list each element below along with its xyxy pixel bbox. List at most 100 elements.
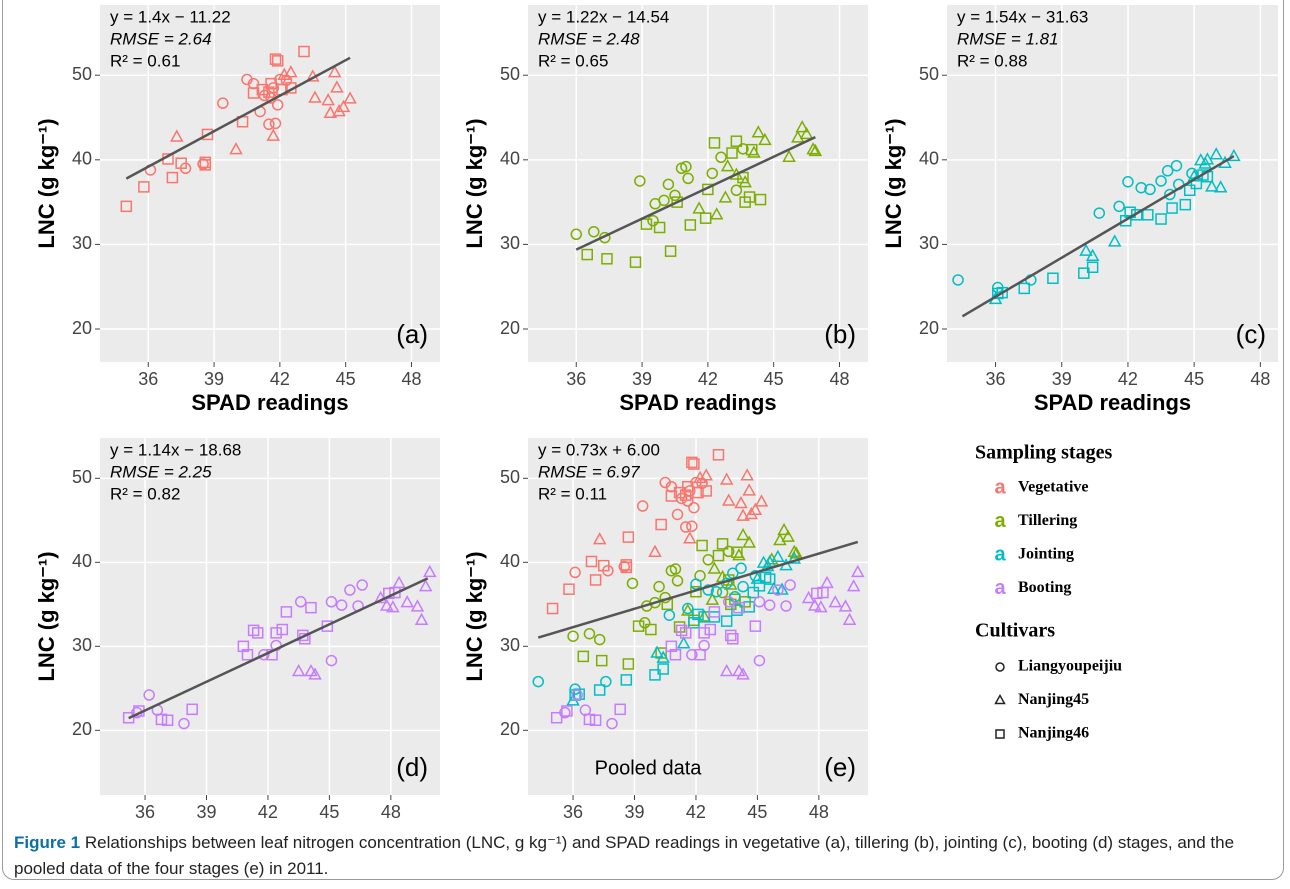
point bbox=[736, 508, 750, 521]
point bbox=[716, 586, 729, 599]
point bbox=[725, 629, 737, 642]
point bbox=[850, 564, 865, 578]
point bbox=[247, 87, 260, 99]
y-tick-label: 50 bbox=[919, 64, 939, 84]
point bbox=[656, 650, 670, 663]
point bbox=[744, 506, 759, 520]
point bbox=[718, 190, 733, 203]
caption: Figure 1 Relationships between leaf nitr… bbox=[14, 830, 1276, 882]
y-axis-title: LNC (g kg⁻¹) bbox=[462, 118, 487, 248]
point bbox=[271, 99, 284, 111]
point bbox=[688, 458, 700, 470]
annotation: y = 1.54x − 31.63 bbox=[957, 7, 1088, 26]
y-tick-label: 40 bbox=[919, 149, 939, 169]
point bbox=[266, 128, 281, 141]
point bbox=[676, 636, 691, 649]
point bbox=[708, 137, 721, 149]
point bbox=[600, 675, 612, 688]
point bbox=[721, 493, 736, 506]
point bbox=[753, 596, 766, 608]
annotation: y = 1.4x − 11.22 bbox=[110, 7, 231, 26]
point bbox=[410, 599, 425, 612]
x-tick-label: 48 bbox=[401, 369, 421, 389]
point bbox=[1205, 179, 1219, 192]
point bbox=[780, 600, 792, 612]
point bbox=[715, 151, 727, 164]
point bbox=[808, 143, 823, 157]
point bbox=[1213, 180, 1228, 193]
point bbox=[771, 549, 785, 563]
point bbox=[175, 157, 187, 169]
point bbox=[686, 648, 698, 661]
point bbox=[1078, 267, 1090, 279]
x-tick-label: 45 bbox=[319, 802, 339, 822]
point bbox=[753, 580, 766, 592]
y-tick-label: 40 bbox=[72, 149, 92, 169]
point bbox=[653, 221, 666, 234]
point bbox=[550, 711, 563, 724]
point bbox=[679, 521, 692, 533]
point bbox=[622, 531, 635, 543]
y-tick-label: 30 bbox=[72, 635, 92, 655]
x-tick-label: 42 bbox=[686, 802, 706, 822]
point bbox=[1142, 209, 1154, 221]
point bbox=[344, 584, 356, 596]
annotation: R² = 0.88 bbox=[957, 51, 1027, 70]
point bbox=[688, 501, 700, 514]
point bbox=[679, 627, 692, 639]
point bbox=[737, 580, 749, 593]
legend-key: a bbox=[994, 543, 1006, 565]
point bbox=[699, 212, 712, 224]
point bbox=[305, 601, 317, 614]
legend-label: Booting bbox=[1018, 579, 1071, 596]
point bbox=[626, 577, 639, 590]
point bbox=[589, 574, 602, 586]
plot-background bbox=[528, 5, 868, 362]
point bbox=[692, 608, 704, 621]
point bbox=[719, 663, 734, 677]
point bbox=[838, 599, 853, 612]
x-tick-label: 39 bbox=[632, 369, 652, 389]
point bbox=[178, 717, 190, 730]
point bbox=[671, 196, 683, 208]
point bbox=[186, 703, 198, 716]
point bbox=[636, 500, 649, 512]
y-axis-title: LNC (g kg⁻¹) bbox=[34, 551, 59, 681]
point bbox=[712, 549, 725, 562]
point bbox=[817, 586, 829, 599]
fit-line bbox=[128, 577, 429, 720]
point bbox=[705, 592, 720, 605]
point bbox=[754, 193, 767, 206]
x-tick-label: 48 bbox=[381, 802, 401, 822]
y-tick-label: 20 bbox=[919, 318, 939, 338]
point bbox=[593, 684, 606, 696]
point bbox=[563, 583, 575, 595]
x-tick-label: 36 bbox=[563, 802, 583, 822]
point bbox=[747, 586, 760, 599]
x-axis-title: SPAD readings bbox=[619, 390, 776, 415]
point bbox=[657, 663, 669, 675]
point bbox=[332, 104, 346, 117]
point bbox=[571, 689, 583, 701]
y-axis-title: LNC (g kg⁻¹) bbox=[881, 118, 906, 248]
y-tick-label: 40 bbox=[500, 551, 520, 571]
point bbox=[308, 90, 322, 103]
point bbox=[138, 181, 150, 193]
point bbox=[589, 714, 602, 726]
point bbox=[632, 620, 645, 632]
y-tick-label: 30 bbox=[500, 635, 520, 655]
panel-label: (a) bbox=[396, 319, 428, 349]
point bbox=[270, 627, 282, 639]
point bbox=[669, 648, 682, 661]
point bbox=[343, 91, 357, 104]
point bbox=[400, 595, 414, 608]
point bbox=[588, 225, 600, 238]
point bbox=[170, 129, 184, 142]
legend-title: Sampling stages bbox=[975, 442, 1112, 464]
point bbox=[418, 579, 433, 592]
annotation: R² = 0.11 bbox=[538, 484, 607, 503]
point bbox=[787, 544, 802, 557]
point bbox=[1085, 248, 1100, 262]
point bbox=[692, 486, 704, 499]
point bbox=[698, 639, 710, 652]
